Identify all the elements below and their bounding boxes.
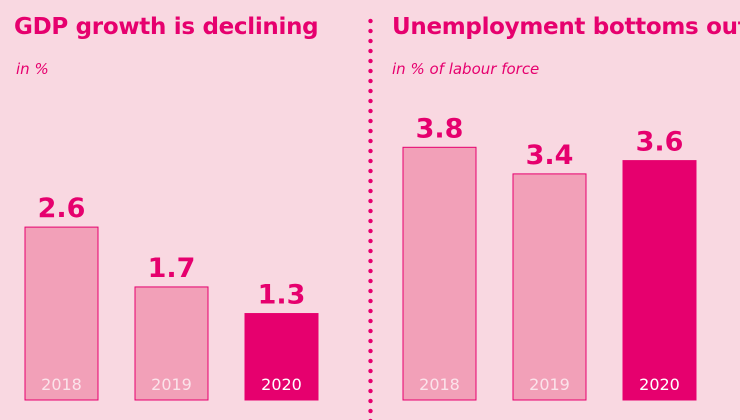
unemployment-panel: Unemployment bottoms out in % of labour …: [378, 0, 740, 420]
gdp-value-label-2019: 1.7: [148, 253, 196, 284]
gdp-bar-2019: [134, 286, 209, 401]
unemployment-bar-chart: 3.8 2018 3.4 2019 3.6 2020: [402, 113, 697, 401]
dotted-divider: [368, 16, 373, 420]
unemployment-value-label-2019: 3.4: [526, 140, 574, 171]
gdp-bar-chart: 2.6 2018 1.7 2019 1.3 2020: [24, 193, 319, 401]
gdp-bar-2018: [24, 226, 99, 401]
unemployment-category-label-2020: 2020: [639, 375, 680, 394]
unemployment-bar-2019: [512, 173, 587, 401]
unemployment-chart-title: Unemployment bottoms out: [392, 14, 740, 40]
gdp-chart-title: GDP growth is declining: [14, 14, 319, 40]
unemployment-category-label-2019: 2019: [529, 375, 570, 394]
gdp-bar-2020: [244, 313, 319, 401]
gdp-growth-panel: GDP growth is declining in % 2.6 2018 1.7 2…: [14, 14, 319, 401]
gdp-value-label-2020: 1.3: [258, 280, 306, 311]
gdp-chart-subtitle: in %: [16, 60, 49, 78]
gdp-category-label-2018: 2018: [41, 375, 82, 394]
unemployment-value-label-2020: 3.6: [636, 127, 684, 158]
unemployment-bar-2018: [402, 146, 477, 401]
gdp-value-label-2018: 2.6: [38, 193, 86, 224]
gdp-category-label-2019: 2019: [151, 375, 192, 394]
gdp-category-label-2020: 2020: [261, 375, 302, 394]
unemployment-bar-2020: [622, 160, 697, 401]
unemployment-category-label-2018: 2018: [419, 375, 460, 394]
unemployment-chart-subtitle: in % of labour force: [392, 60, 540, 78]
unemployment-value-label-2018: 3.8: [416, 113, 464, 144]
